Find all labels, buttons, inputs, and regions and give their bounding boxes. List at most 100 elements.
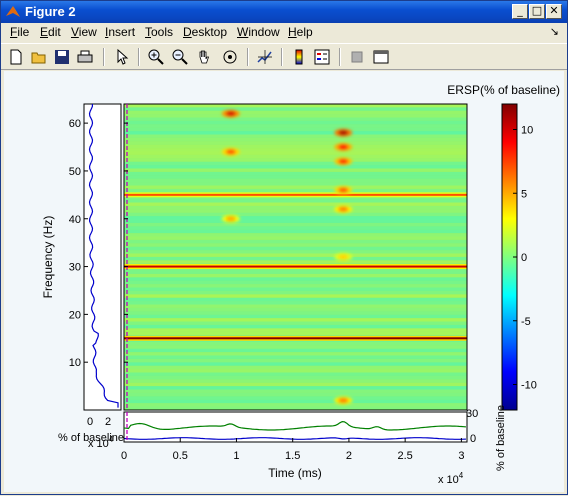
ersp-row: [124, 321, 467, 325]
ersp-row: [124, 345, 467, 349]
ersp-row: [124, 219, 467, 223]
ersp-axes-box: [123, 103, 468, 411]
ersp-row: [124, 277, 467, 281]
close-button[interactable]: ✕: [546, 4, 562, 19]
rotate-icon[interactable]: [221, 48, 239, 66]
ersp-row: [124, 154, 467, 159]
ersp-row: [124, 188, 467, 193]
ersp-hotspot: [338, 206, 349, 212]
menu-file[interactable]: File: [10, 25, 30, 39]
ersp-row: [124, 117, 467, 121]
ersp-row: [124, 209, 467, 213]
toolbar-separator: [247, 48, 249, 66]
ersp-row: [124, 403, 467, 407]
pan-icon[interactable]: [195, 48, 213, 66]
x-tick-label: 0: [121, 450, 127, 462]
menu-desktop[interactable]: Desktop: [183, 25, 228, 39]
ersp-row: [124, 348, 467, 353]
ersp-row: [124, 236, 467, 240]
minimize-icon: _: [517, 4, 523, 17]
open-icon[interactable]: [30, 48, 48, 66]
left-x-tick-label: 2: [105, 416, 111, 428]
menu-view[interactable]: View: [71, 25, 97, 39]
data-cursor-icon[interactable]: [256, 48, 274, 66]
x-axis: 0 0.5 1 1.5 2 2.5 3: [121, 438, 464, 462]
ersp-row: [124, 168, 467, 172]
minimize-button[interactable]: _: [512, 4, 528, 19]
ersp-row: [124, 137, 467, 142]
menu-help[interactable]: Help: [288, 25, 313, 39]
print-icon[interactable]: [76, 48, 94, 66]
max-trace-line: [123, 420, 466, 431]
zoom-out-icon[interactable]: [171, 48, 189, 66]
ersp-row: [124, 178, 467, 183]
ersp-row: [124, 287, 467, 291]
zoom-in-icon[interactable]: [147, 48, 165, 66]
ersp-row: [124, 304, 467, 308]
ersp-hotspot: [225, 149, 236, 155]
ersp-row: [124, 226, 467, 230]
ersp-row: [124, 396, 467, 400]
ersp-row: [124, 273, 467, 278]
ersp-row: [124, 352, 467, 356]
title-bar[interactable]: Figure 2 _ □ ✕: [1, 1, 567, 23]
figure-toolbar: [1, 43, 567, 70]
ersp-row: [124, 165, 467, 169]
menu-edit[interactable]: Edit: [40, 25, 61, 39]
menu-tools[interactable]: Tools: [145, 25, 174, 39]
dock-icon[interactable]: ↘: [549, 26, 559, 38]
pointer-icon[interactable]: [113, 48, 131, 66]
plot-browser-icon[interactable]: [372, 48, 390, 66]
x-tick-label: 0.5: [173, 450, 188, 462]
ersp-row: [124, 294, 467, 298]
ersp-row: [124, 270, 467, 274]
colorbar-label: % of baseline: [495, 405, 507, 471]
colorbar-icon[interactable]: [290, 48, 308, 66]
ersp-row: [124, 250, 467, 254]
ersp-row: [124, 161, 467, 166]
ersp-row: [124, 158, 467, 162]
toolbar-separator: [281, 48, 283, 66]
ersp-row: [124, 297, 467, 302]
ersp-row: [124, 318, 467, 322]
ersp-row: [124, 314, 467, 319]
x-tick-label: 2: [346, 450, 352, 462]
ersp-row: [124, 239, 467, 244]
menu-window[interactable]: Window: [237, 25, 280, 39]
menu-insert[interactable]: Insert: [105, 25, 136, 39]
ersp-row: [124, 341, 467, 346]
ersp-row: [124, 290, 467, 295]
save-icon[interactable]: [53, 48, 71, 66]
ersp-row: [124, 185, 467, 189]
ersp-band-core: [124, 193, 467, 196]
ersp-row: [124, 110, 467, 115]
legend-icon[interactable]: [313, 48, 331, 66]
ersp-row: [124, 324, 467, 329]
x-tick-label: 1.5: [285, 450, 300, 462]
ersp-row: [124, 175, 467, 179]
colorbar-axis: 10 5 0 -5 -10: [513, 125, 537, 392]
ersp-row: [124, 301, 467, 305]
figure-canvas[interactable]: ERSP(% of baseline) 10 20 30 40 50 60 Frequen…: [4, 71, 564, 492]
toolbar-separator: [138, 48, 140, 66]
ersp-row: [124, 120, 467, 125]
ersp-row: [124, 358, 467, 363]
x-axis-label: Time (ms): [268, 466, 322, 480]
new-icon[interactable]: [7, 48, 25, 66]
toolbar-separator: [103, 48, 105, 66]
ersp-band-core: [124, 337, 467, 340]
ersp-row: [124, 406, 467, 410]
hide-tools-icon[interactable]: [348, 48, 366, 66]
bottom-tick-30: 30: [466, 408, 478, 420]
bottom-tick-0: 0: [470, 433, 476, 445]
ersp-hotspot: [225, 216, 236, 222]
x-scale-note: x 104: [438, 471, 464, 486]
y-tick-label: 50: [69, 166, 81, 178]
ersp-row: [124, 182, 467, 186]
maximize-button[interactable]: □: [529, 4, 545, 19]
ersp-row: [124, 284, 467, 288]
ersp-row: [124, 365, 467, 370]
colorbar-tick-label: -5: [521, 316, 531, 328]
